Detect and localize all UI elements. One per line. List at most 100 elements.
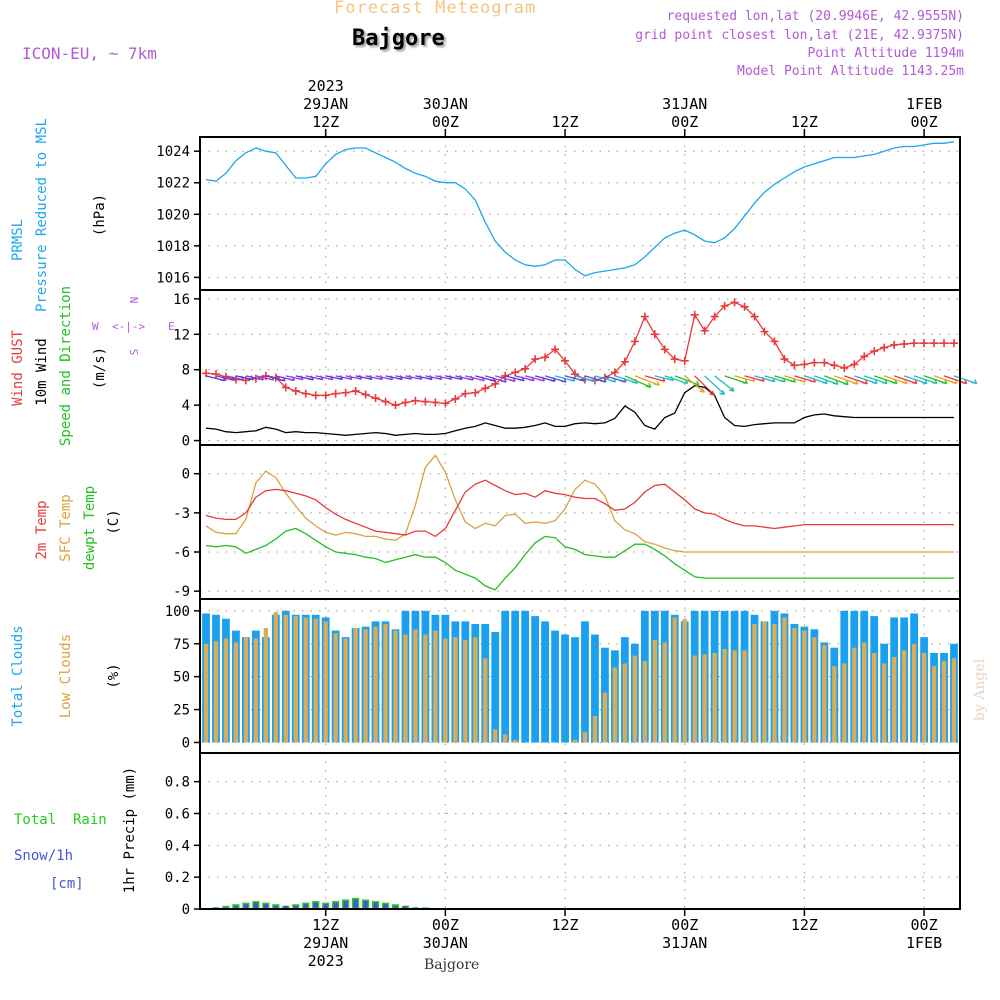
top-time-label: 00Z [911,113,938,131]
low-cloud-bar [862,642,867,743]
low-cloud-bar [702,654,707,743]
total-cloud-bar [531,616,540,743]
total-cloud-bar [551,630,559,743]
bottom-time-label: 30JAN [423,934,468,952]
sfc-temp-line [205,454,954,553]
top-time-label: 31JAN [662,95,707,113]
y-tick-label: 1024 [156,144,190,160]
bottom-time-label: 12Z [312,916,339,934]
gust-marker [511,368,520,377]
gust-marker [331,389,340,398]
y-tick-label: 25 [173,703,190,719]
gust-marker [670,355,679,364]
y-tick-label: -6 [173,545,190,561]
gust-marker [610,368,619,377]
prmsl-label: PRMSL [10,219,26,261]
low-cloud-bar [852,647,857,743]
direction-arrow [624,375,652,388]
direction-arrow-head [699,387,705,393]
snow-bar [363,901,368,909]
bottom-time-label: 12Z [791,916,818,934]
gust-marker [371,394,380,403]
footer-location: Bajgore [424,957,480,973]
y-tick-label: 50 [173,670,190,686]
low-cloud-bar [343,638,348,743]
low-cloud-bar [672,617,677,743]
panel-background [200,753,960,909]
total-cloud-bar [541,621,549,743]
low-cloud-bar [503,734,508,743]
gust-marker [800,360,809,369]
low-cloud-bar [512,739,518,743]
low-cloud-bar [822,645,827,743]
y-tick-label: 0 [182,434,190,450]
gust-marker [910,339,919,348]
snow-bar [283,905,288,909]
snow-bar [373,902,378,909]
wind-10m-label: 10m Wind [34,338,50,405]
location-title: Bajgore [352,26,445,51]
total-clouds-label: Total Clouds [10,625,26,726]
low-cloud-bar [642,660,648,743]
low-cloud-bar [941,660,947,743]
snow-bar [273,905,278,909]
bottom-time-label: 00Z [432,916,459,934]
gust-marker [321,391,330,400]
direction-arrow-head [862,379,868,385]
panel-frame [199,752,961,910]
low-cloud-bar [872,652,877,743]
wind-speed-line [205,385,954,436]
low-cloud-bar [333,633,338,743]
low-cloud-bar [652,639,657,743]
gust-marker [850,360,859,369]
temp-2m-label: 2m Temp [34,500,50,559]
gust-marker [900,340,909,349]
gust-marker [620,357,629,366]
y-tick-label: 0.6 [165,806,190,822]
low-cloud-bar [423,634,428,743]
total-cloud-bar [521,610,530,743]
bottom-time-label: 00Z [671,916,698,934]
y-tick-label: 8 [182,363,190,379]
low-cloud-bar [582,731,588,743]
direction-arrow [694,375,715,396]
snow-bar [383,904,388,909]
precip-ylabel: 1hr Precip (mm) [122,767,138,893]
snow-bar [333,902,338,909]
point-altitude: Point Altitude 1194m [807,46,964,61]
low-cloud-bar [891,656,897,743]
total-cloud-bar [581,621,589,743]
total-cloud-bar [571,637,579,743]
snow-unit-label: [cm] [50,876,84,892]
dewpt-line [205,527,954,591]
gust-marker [531,355,540,364]
gust-marker [950,339,958,348]
low-cloud-bar [931,666,937,743]
pressure-line [205,141,955,277]
top-time-label: 12Z [312,113,339,131]
direction-arrow-head [719,390,726,395]
gust-marker [830,361,839,370]
gust-marker [680,356,689,365]
y-tick-label: 0.4 [165,838,190,854]
gust-marker [730,298,739,307]
low-cloud-bar [413,629,418,743]
y-tick-label: 1022 [156,176,190,192]
gust-marker [431,398,440,407]
y-tick-label: 0.8 [165,775,190,791]
snow-bar [353,899,358,909]
top-time-label: 29JAN [303,95,348,113]
gust-marker [780,355,789,364]
temp-sfc-label: SFC Temp [58,494,74,561]
snow-bar [393,905,398,909]
gust-marker [890,340,899,349]
gust-marker [481,384,490,393]
bottom-time-label: 29JAN [303,934,348,952]
model-point-altitude: Model Point Altitude 1143.25m [737,64,964,79]
low-cloud-bar [882,663,887,743]
gust-marker [471,388,480,397]
gust-marker [720,301,729,310]
top-time-label: 12Z [551,113,578,131]
gust-marker [561,356,570,365]
